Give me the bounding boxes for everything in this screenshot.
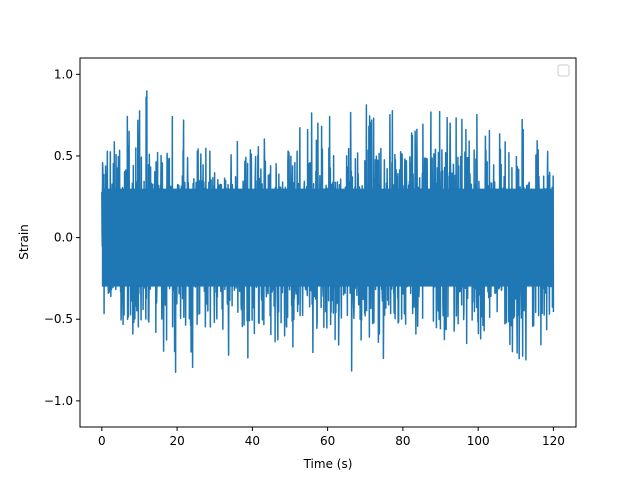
y-tick-label: −0.5 (44, 312, 73, 326)
x-axis-ticks: 0 20 40 60 80 100 120 (98, 427, 565, 448)
x-tick-label: 120 (542, 434, 565, 448)
x-tick-label: 20 (169, 434, 184, 448)
x-tick-label: 60 (320, 434, 335, 448)
y-axis-label: Strain (17, 224, 31, 260)
x-tick-label: 40 (245, 434, 260, 448)
y-axis-ticks: −1.0 −0.5 0.0 0.5 1.0 (44, 67, 80, 408)
y-tick-label: 1.0 (54, 67, 73, 81)
x-tick-label: 80 (395, 434, 410, 448)
y-tick-label: 0.5 (54, 149, 73, 163)
strain-core-band (101, 188, 554, 287)
y-tick-label: 0.0 (54, 231, 73, 245)
x-axis-label: Time (s) (303, 457, 353, 471)
legend-box (557, 64, 570, 77)
y-tick-label: −1.0 (44, 394, 73, 408)
strain-series (101, 90, 555, 373)
x-tick-label: 0 (98, 434, 106, 448)
x-tick-label: 100 (467, 434, 490, 448)
